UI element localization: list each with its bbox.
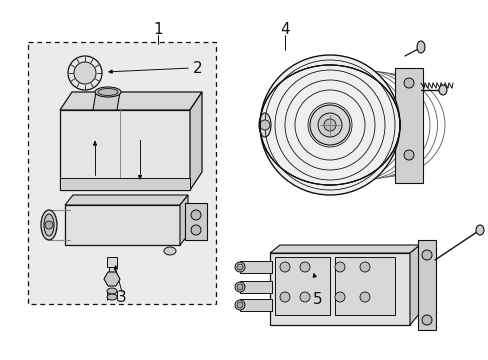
Circle shape bbox=[359, 292, 369, 302]
Circle shape bbox=[334, 262, 345, 272]
Text: 2: 2 bbox=[193, 60, 203, 76]
Bar bbox=[60, 178, 190, 190]
Circle shape bbox=[74, 62, 96, 84]
Polygon shape bbox=[104, 279, 112, 286]
Polygon shape bbox=[60, 110, 190, 190]
Circle shape bbox=[403, 150, 413, 160]
Polygon shape bbox=[184, 203, 206, 240]
Text: 4: 4 bbox=[280, 22, 289, 36]
Circle shape bbox=[237, 264, 243, 270]
Ellipse shape bbox=[95, 87, 121, 97]
Polygon shape bbox=[93, 92, 120, 110]
Polygon shape bbox=[409, 245, 419, 325]
Polygon shape bbox=[104, 272, 112, 279]
Bar bbox=[109, 267, 115, 273]
Circle shape bbox=[45, 221, 53, 229]
Circle shape bbox=[280, 262, 289, 272]
Ellipse shape bbox=[107, 288, 117, 294]
Text: 3: 3 bbox=[117, 291, 126, 306]
Ellipse shape bbox=[235, 300, 244, 310]
Bar bbox=[107, 257, 117, 267]
Bar bbox=[394, 68, 422, 183]
Text: 5: 5 bbox=[312, 292, 322, 307]
Polygon shape bbox=[269, 253, 409, 325]
Circle shape bbox=[260, 55, 399, 195]
Bar bbox=[240, 261, 271, 273]
Ellipse shape bbox=[438, 85, 446, 95]
Ellipse shape bbox=[235, 282, 244, 292]
Circle shape bbox=[299, 292, 309, 302]
Ellipse shape bbox=[98, 89, 118, 95]
Bar bbox=[334, 257, 394, 315]
Text: 1: 1 bbox=[153, 22, 163, 36]
Polygon shape bbox=[180, 195, 187, 245]
Ellipse shape bbox=[163, 247, 176, 255]
Polygon shape bbox=[65, 205, 180, 245]
Circle shape bbox=[309, 105, 349, 145]
Ellipse shape bbox=[107, 294, 117, 300]
Circle shape bbox=[359, 262, 369, 272]
Polygon shape bbox=[108, 279, 116, 286]
Circle shape bbox=[324, 119, 335, 131]
Circle shape bbox=[191, 225, 201, 235]
Circle shape bbox=[68, 56, 102, 90]
Circle shape bbox=[317, 113, 341, 137]
Bar bbox=[274, 257, 329, 315]
Ellipse shape bbox=[235, 262, 244, 272]
Circle shape bbox=[191, 210, 201, 220]
Polygon shape bbox=[104, 272, 120, 286]
Circle shape bbox=[237, 284, 243, 290]
Ellipse shape bbox=[44, 214, 54, 236]
Polygon shape bbox=[112, 272, 120, 279]
Circle shape bbox=[280, 292, 289, 302]
Ellipse shape bbox=[416, 41, 424, 53]
Polygon shape bbox=[190, 92, 202, 190]
Circle shape bbox=[421, 250, 431, 260]
Circle shape bbox=[260, 120, 269, 130]
Polygon shape bbox=[269, 245, 419, 253]
Circle shape bbox=[421, 315, 431, 325]
Ellipse shape bbox=[41, 210, 57, 240]
Circle shape bbox=[237, 302, 243, 308]
Polygon shape bbox=[108, 272, 116, 279]
Bar bbox=[240, 281, 271, 293]
Polygon shape bbox=[112, 279, 120, 286]
Circle shape bbox=[299, 262, 309, 272]
Bar bbox=[28, 42, 216, 304]
Polygon shape bbox=[65, 195, 187, 205]
Ellipse shape bbox=[475, 225, 483, 235]
Bar bbox=[240, 299, 271, 311]
Circle shape bbox=[334, 292, 345, 302]
Polygon shape bbox=[60, 92, 202, 110]
Ellipse shape bbox=[259, 113, 270, 137]
Bar bbox=[417, 240, 435, 330]
Circle shape bbox=[403, 78, 413, 88]
